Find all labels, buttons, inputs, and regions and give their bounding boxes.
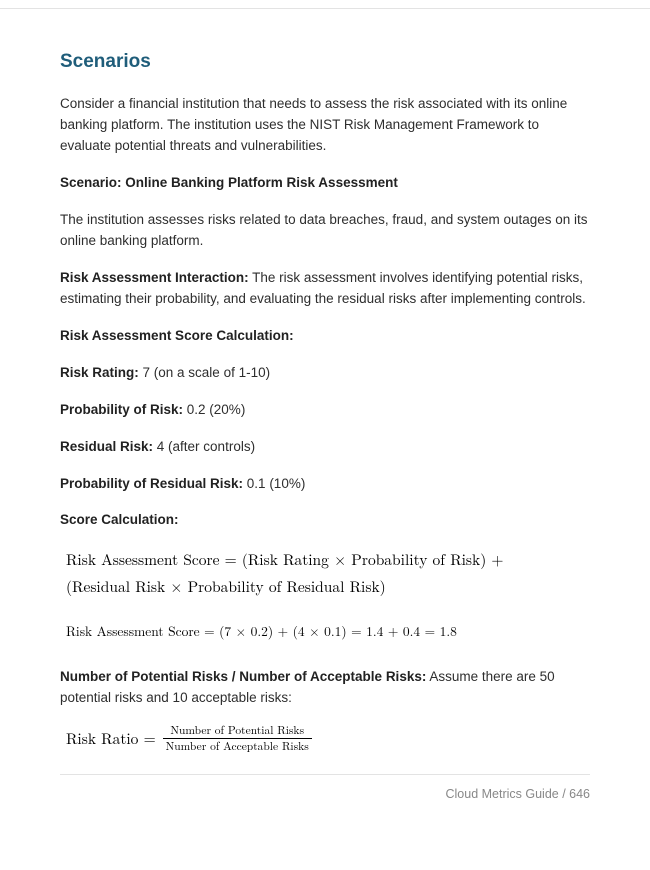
formula-numeric: Risk Assessment Score = (7 × 0.2) + (4 ×… — [66, 620, 590, 643]
risk-rating-line: Risk Rating: 7 (on a scale of 1-10) — [60, 363, 590, 384]
fraction-numerator: Number of Potential Risks — [163, 724, 312, 739]
risk-ratio-formula: Risk Ratio = Number of Potential Risks N… — [66, 725, 590, 754]
ratio-paragraph: Number of Potential Risks / Number of Ac… — [60, 667, 590, 709]
score-calc-heading: Risk Assessment Score Calculation: — [60, 326, 590, 347]
intro-paragraph: Consider a financial institution that ne… — [60, 94, 590, 157]
risk-rating-value: 7 (on a scale of 1-10) — [139, 365, 270, 380]
prob-risk-label: Probability of Risk: — [60, 402, 183, 417]
scenario-label: Scenario: Online Banking Platform Risk A… — [60, 175, 398, 190]
prob-residual-line: Probability of Residual Risk: 0.1 (10%) — [60, 474, 590, 495]
scenario-description: The institution assesses risks related t… — [60, 210, 590, 252]
page-footer: Cloud Metrics Guide / 646 — [0, 775, 650, 804]
interaction-paragraph: Risk Assessment Interaction: The risk as… — [60, 268, 590, 310]
formula-line-2: (Residual Risk × Probability of Residual… — [66, 574, 590, 600]
fraction: Number of Potential Risks Number of Acce… — [163, 724, 312, 753]
risk-rating-label: Risk Rating: — [60, 365, 139, 380]
residual-value: 4 (after controls) — [153, 439, 255, 454]
prob-risk-value: 0.2 (20%) — [183, 402, 245, 417]
residual-line: Residual Risk: 4 (after controls) — [60, 437, 590, 458]
scenario-title: Scenario: Online Banking Platform Risk A… — [60, 173, 590, 194]
ratio-label: Number of Potential Risks / Number of Ac… — [60, 669, 426, 684]
prob-risk-line: Probability of Risk: 0.2 (20%) — [60, 400, 590, 421]
interaction-label: Risk Assessment Interaction: — [60, 270, 249, 285]
prob-residual-value: 0.1 (10%) — [243, 476, 305, 491]
document-page: Scenarios Consider a financial instituti… — [0, 8, 650, 775]
fraction-denominator: Number of Acceptable Risks — [163, 739, 312, 753]
formula-definition: Risk Assessment Score = (Risk Rating × P… — [66, 547, 590, 600]
section-heading: Scenarios — [60, 47, 590, 76]
formula-line-1: Risk Assessment Score = (Risk Rating × P… — [66, 547, 590, 573]
prob-residual-label: Probability of Residual Risk: — [60, 476, 243, 491]
score-label: Score Calculation: — [60, 510, 590, 531]
residual-label: Residual Risk: — [60, 439, 153, 454]
risk-ratio-lhs: Risk Ratio = — [66, 726, 156, 752]
